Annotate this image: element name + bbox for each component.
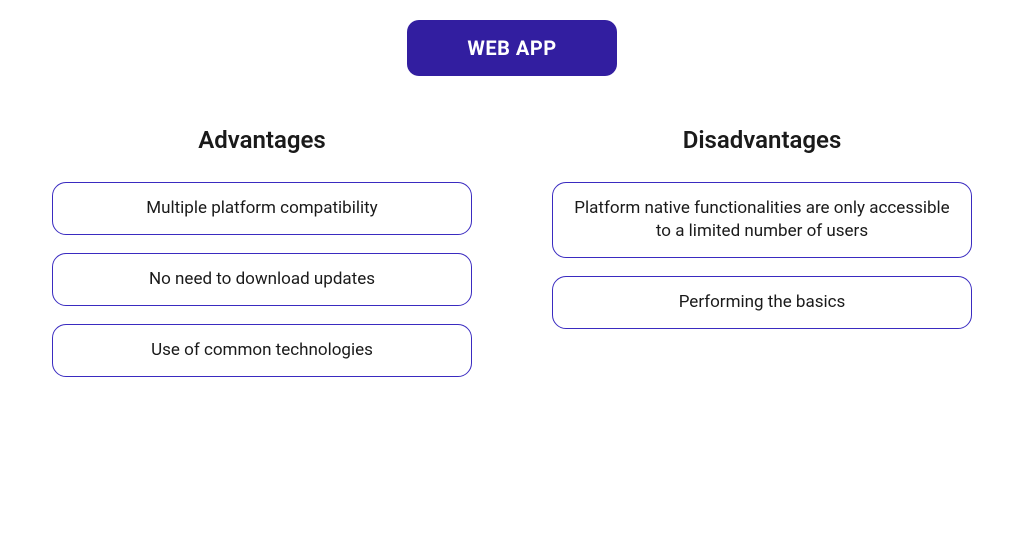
advantages-heading: Advantages (198, 126, 326, 154)
advantage-item: No need to download updates (52, 253, 472, 306)
advantage-item: Use of common technologies (52, 324, 472, 377)
disadvantages-heading: Disadvantages (683, 126, 842, 154)
columns-container: Advantages Multiple platform compatibili… (0, 126, 1024, 395)
disadvantages-column: Disadvantages Platform native functional… (552, 126, 972, 395)
advantage-item: Multiple platform compatibility (52, 182, 472, 235)
header-badge: WEB APP (407, 20, 616, 76)
advantages-column: Advantages Multiple platform compatibili… (52, 126, 472, 395)
disadvantage-item: Platform native functionalities are only… (552, 182, 972, 258)
disadvantage-item: Performing the basics (552, 276, 972, 329)
